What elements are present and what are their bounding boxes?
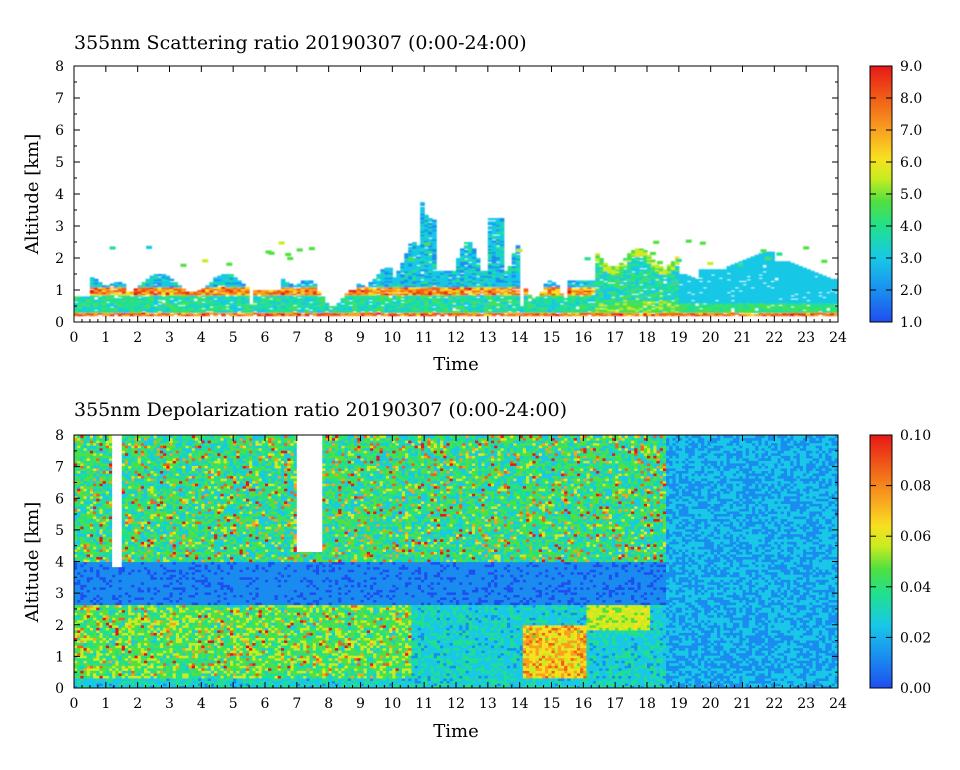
colorbar-tick-label: 0.08 bbox=[900, 479, 931, 495]
x-tick-label: 2 bbox=[133, 330, 142, 346]
y-tick-label: 0 bbox=[55, 681, 64, 697]
x-tick-label: 15 bbox=[543, 696, 561, 712]
scattering-ratio-panel: 355nm Scattering ratio 20190307 (0:00-24… bbox=[22, 32, 922, 375]
colorbar-tick-label: 4.0 bbox=[900, 219, 922, 235]
x-tick-label: 11 bbox=[415, 330, 433, 346]
x-tick-label: 22 bbox=[765, 696, 783, 712]
y-tick-label: 4 bbox=[55, 555, 64, 571]
depolarization-xlabel: Time bbox=[433, 721, 478, 742]
x-tick-label: 21 bbox=[734, 696, 752, 712]
x-tick-label: 13 bbox=[479, 330, 497, 346]
depolarization-colorbar: 0.00 0.02 0.04 0.06 0.08 0.10 bbox=[869, 428, 931, 697]
x-tick-label: 16 bbox=[574, 330, 592, 346]
colorbar-tick-label: 0.00 bbox=[900, 681, 931, 697]
x-tick-label: 18 bbox=[638, 330, 656, 346]
x-tick-label: 24 bbox=[829, 696, 847, 712]
depolarization-axes: 0 1 2 3 4 5 6 7 8 9 10 11 12 13 14 15 16 17 18 19 20 21 22 23 24… bbox=[55, 428, 847, 712]
scattering-xlabel: Time bbox=[433, 354, 478, 375]
x-tick-label: 8 bbox=[324, 696, 333, 712]
x-tick-label: 23 bbox=[797, 696, 815, 712]
y-tick-label: 3 bbox=[55, 219, 64, 235]
depolarization-colorbar-bar bbox=[869, 434, 893, 689]
x-tick-label: 19 bbox=[670, 330, 688, 346]
x-tick-label: 17 bbox=[606, 696, 624, 712]
colorbar-tick-label: 0.04 bbox=[900, 580, 931, 596]
colorbar-tick-label: 9.0 bbox=[900, 59, 922, 75]
x-tick-label: 10 bbox=[383, 330, 401, 346]
scattering-axes: 0 1 2 3 4 5 6 7 8 9 10 11 12 13 14 15 16 17 18 19 20 21 22 23 24… bbox=[55, 59, 847, 346]
x-tick-label: 1 bbox=[101, 330, 110, 346]
x-tick-label: 23 bbox=[797, 330, 815, 346]
x-tick-label: 21 bbox=[734, 330, 752, 346]
colorbar-tick-label: 0.06 bbox=[900, 529, 931, 545]
x-tick-label: 10 bbox=[383, 696, 401, 712]
x-tick-label: 3 bbox=[165, 330, 174, 346]
y-tick-label: 5 bbox=[55, 523, 64, 539]
colorbar-tick-label: 3.0 bbox=[900, 251, 922, 267]
scattering-ylabel: Altitude [km] bbox=[22, 134, 43, 256]
x-tick-label: 2 bbox=[133, 696, 142, 712]
x-tick-label: 4 bbox=[197, 696, 206, 712]
y-tick-label: 8 bbox=[55, 59, 64, 75]
scattering-colorbar: 1.0 2.0 3.0 4.0 5.0 6.0 7.0 8.0 9.0 bbox=[869, 59, 922, 331]
x-tick-label: 18 bbox=[638, 696, 656, 712]
y-tick-label: 2 bbox=[55, 618, 64, 634]
x-tick-label: 7 bbox=[292, 330, 301, 346]
colorbar-tick-label: 7.0 bbox=[900, 123, 922, 139]
x-tick-label: 12 bbox=[447, 696, 465, 712]
x-tick-label: 4 bbox=[197, 330, 206, 346]
x-tick-label: 9 bbox=[356, 330, 365, 346]
x-tick-label: 20 bbox=[702, 330, 720, 346]
x-tick-label: 17 bbox=[606, 330, 624, 346]
x-tick-label: 11 bbox=[415, 696, 433, 712]
x-tick-label: 9 bbox=[356, 696, 365, 712]
y-tick-label: 6 bbox=[55, 491, 64, 507]
x-tick-label: 0 bbox=[70, 696, 79, 712]
x-tick-label: 24 bbox=[829, 330, 847, 346]
y-tick-label: 2 bbox=[55, 251, 64, 267]
x-tick-label: 6 bbox=[261, 696, 270, 712]
y-tick-label: 3 bbox=[55, 586, 64, 602]
x-tick-label: 14 bbox=[511, 330, 529, 346]
x-tick-label: 3 bbox=[165, 696, 174, 712]
x-tick-label: 19 bbox=[670, 696, 688, 712]
y-tick-label: 7 bbox=[55, 460, 64, 476]
colorbar-tick-label: 8.0 bbox=[900, 91, 922, 107]
y-tick-label: 8 bbox=[55, 428, 64, 444]
colorbar-tick-label: 1.0 bbox=[900, 315, 922, 331]
y-tick-label: 7 bbox=[55, 91, 64, 107]
y-tick-label: 1 bbox=[55, 283, 64, 299]
y-tick-label: 6 bbox=[55, 123, 64, 139]
x-tick-label: 7 bbox=[292, 696, 301, 712]
x-tick-label: 22 bbox=[765, 330, 783, 346]
y-tick-label: 1 bbox=[55, 649, 64, 665]
depolarization-title: 355nm Depolarization ratio 20190307 (0:0… bbox=[74, 399, 567, 421]
x-tick-label: 15 bbox=[543, 330, 561, 346]
y-tick-label: 0 bbox=[55, 315, 64, 331]
x-tick-label: 14 bbox=[511, 696, 529, 712]
x-tick-label: 12 bbox=[447, 330, 465, 346]
x-tick-label: 13 bbox=[479, 696, 497, 712]
x-tick-label: 20 bbox=[702, 696, 720, 712]
depolarization-heatmap bbox=[74, 435, 838, 688]
x-tick-label: 6 bbox=[261, 330, 270, 346]
y-tick-label: 5 bbox=[55, 155, 64, 171]
x-tick-label: 5 bbox=[229, 696, 238, 712]
colorbar-tick-label: 6.0 bbox=[900, 155, 922, 171]
x-tick-label: 1 bbox=[101, 696, 110, 712]
colorbar-tick-label: 0.02 bbox=[900, 630, 931, 646]
depolarization-ratio-panel: 355nm Depolarization ratio 20190307 (0:0… bbox=[22, 399, 931, 742]
depolarization-ylabel: Altitude [km] bbox=[22, 502, 43, 624]
colorbar-tick-label: 0.10 bbox=[900, 428, 931, 444]
x-tick-label: 0 bbox=[70, 330, 79, 346]
colorbar-tick-label: 5.0 bbox=[900, 187, 922, 203]
scattering-heatmap bbox=[74, 66, 838, 322]
y-tick-label: 4 bbox=[55, 187, 64, 203]
colorbar-tick-label: 2.0 bbox=[900, 283, 922, 299]
scattering-title: 355nm Scattering ratio 20190307 (0:00-24… bbox=[74, 32, 527, 54]
x-tick-label: 16 bbox=[574, 696, 592, 712]
x-tick-label: 8 bbox=[324, 330, 333, 346]
x-tick-label: 5 bbox=[229, 330, 238, 346]
